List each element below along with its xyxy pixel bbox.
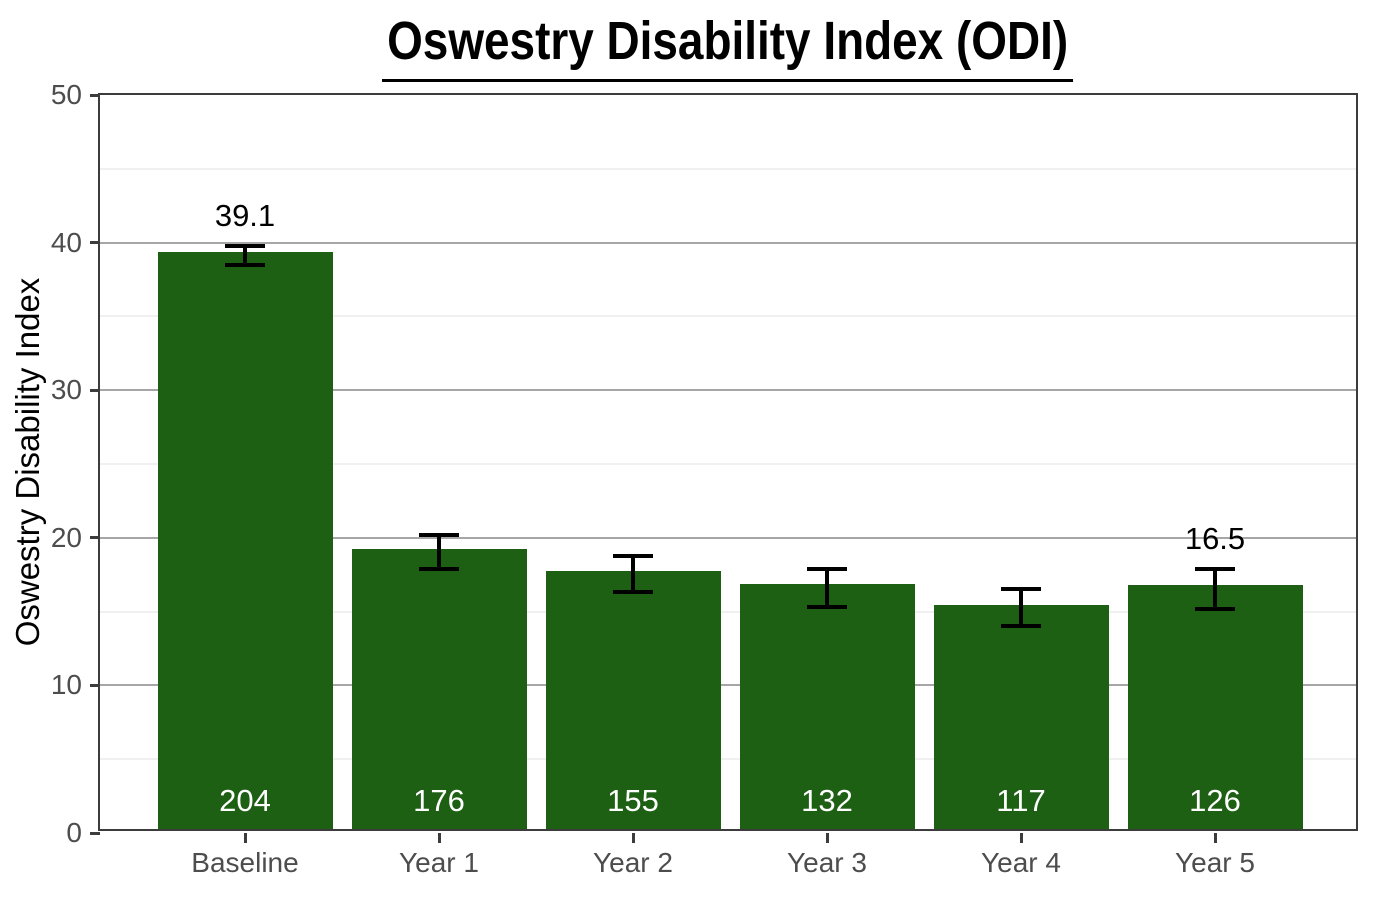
y-axis-tick	[90, 93, 100, 97]
error-bar-cap-top	[225, 243, 265, 248]
error-bar-line	[1213, 568, 1217, 609]
error-bar-cap-top	[807, 566, 847, 571]
bar-count-label: 155	[607, 783, 659, 818]
error-bar-cap-bottom	[613, 590, 653, 595]
chart-title-container: Oswestry Disability Index (ODI)	[98, 10, 1358, 82]
error-bar-cap-bottom	[1001, 624, 1041, 629]
error-bar-cap-bottom	[1195, 606, 1235, 611]
bar-count-label: 132	[801, 783, 853, 818]
error-bar-cap-bottom	[419, 566, 459, 571]
error-bar-line	[1019, 589, 1023, 627]
error-bar-cap-bottom	[807, 605, 847, 610]
x-tick-label: Year 2	[593, 847, 673, 878]
gridline-major	[100, 389, 1356, 392]
y-axis-tick	[90, 683, 100, 687]
bar-year-3	[739, 583, 915, 829]
x-axis-tick	[243, 833, 247, 843]
y-axis-tick	[90, 831, 100, 835]
y-axis-tick	[90, 388, 100, 392]
error-bar-cap-top	[419, 532, 459, 537]
x-tick-label: Baseline	[191, 847, 299, 878]
error-bar-line	[437, 534, 441, 569]
error-bar-cap-top	[1001, 587, 1041, 592]
error-bar-line	[243, 245, 247, 265]
plot-area: 0 10 20 30 40 50 204 39.1 Baseline 176 Year 1 155 Ye…	[51, 79, 1358, 878]
gridline-minor	[100, 463, 1356, 465]
y-axis-tick	[90, 536, 100, 540]
x-axis-tick	[1213, 833, 1217, 843]
y-tick-label: 50	[50, 79, 82, 110]
y-tick-label: 40	[50, 226, 82, 258]
y-axis-tick	[90, 241, 100, 245]
bar-year-4	[933, 604, 1109, 829]
y-tick-label: 0	[66, 817, 82, 848]
bar-value-label: 16.5	[1184, 520, 1246, 556]
bar-value-label: 39.1	[214, 197, 276, 233]
error-bar-line	[825, 568, 829, 608]
gridline-minor	[100, 167, 1356, 170]
bar-count-label: 126	[1189, 783, 1241, 818]
error-bar-cap-bottom	[225, 262, 265, 267]
gridline-minor	[100, 758, 1356, 761]
bar-count-label: 204	[219, 783, 271, 818]
x-tick-label: Year 1	[399, 847, 479, 878]
gridline-major	[100, 536, 1356, 539]
y-tick-label: 10	[50, 669, 82, 701]
x-axis-tick	[1019, 833, 1023, 843]
chart-title: Oswestry Disability Index (ODI)	[382, 10, 1074, 82]
bar-count-label: 117	[996, 783, 1046, 818]
bar-baseline	[157, 251, 333, 829]
error-bar-line	[631, 555, 635, 593]
x-tick-label: Year 3	[787, 847, 867, 878]
error-bar-cap-top	[1195, 566, 1235, 571]
gridline-major	[100, 684, 1356, 687]
y-tick-label: 20	[50, 521, 82, 553]
bar-year-1	[351, 548, 527, 829]
bar-year-2	[545, 570, 721, 829]
y-axis-title: Oswestry Disability Index	[9, 277, 46, 647]
x-tick-label: Year 4	[981, 847, 1061, 878]
y-tick-label: 30	[50, 374, 82, 406]
bar-year-5	[1127, 585, 1303, 829]
x-axis-tick	[825, 833, 829, 843]
gridline-minor	[100, 315, 1356, 318]
gridline-minor	[100, 610, 1356, 613]
error-bar-cap-top	[613, 553, 653, 558]
gridline-major	[100, 241, 1356, 244]
x-axis-tick	[631, 833, 635, 843]
x-tick-label: Year 5	[1175, 847, 1255, 878]
bar-count-label: 176	[413, 783, 465, 818]
x-axis-tick	[437, 833, 441, 843]
